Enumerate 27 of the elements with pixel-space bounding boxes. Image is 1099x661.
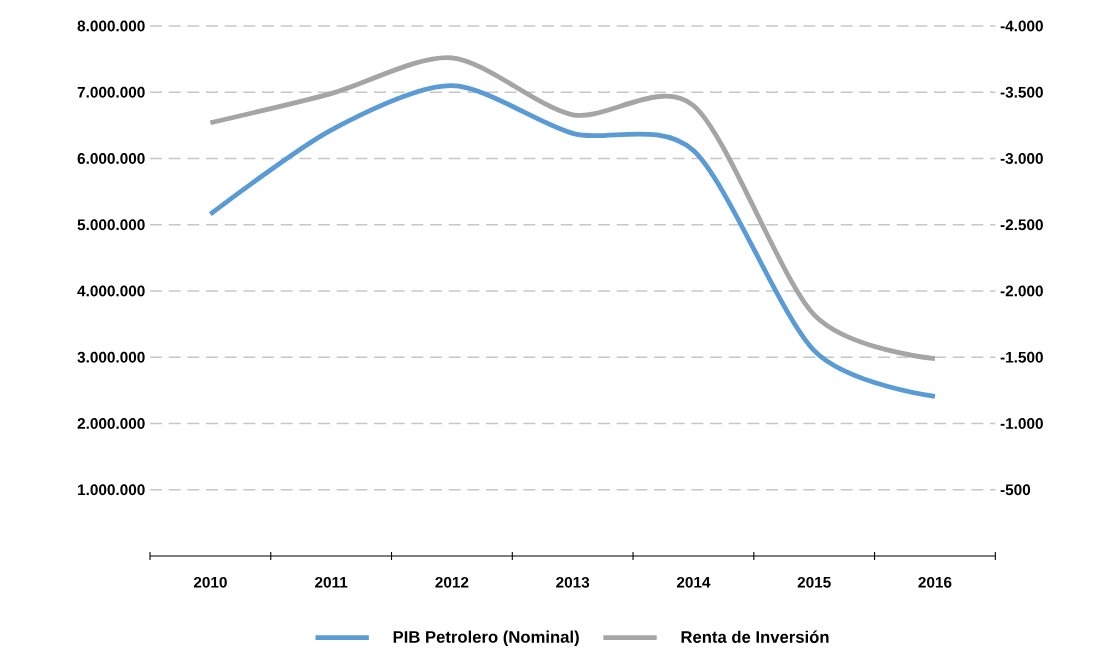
y2-tick-label: -1.000 — [1000, 418, 1043, 429]
y2-tick-label: -500 — [1000, 484, 1031, 496]
x-tick-label: 2010 — [193, 576, 227, 588]
legend-label: PIB Petrolero (Nominal) — [393, 630, 579, 647]
y2-tick-label: -4.000 — [1000, 20, 1043, 32]
x-tick-label: 2011 — [315, 576, 348, 588]
line-series — [207, 55, 938, 361]
legend-label: Renta de Inversión — [681, 630, 829, 643]
x-tick-label: 2012 — [435, 576, 469, 588]
y-tick-label: 8.000.000 — [77, 20, 145, 32]
x-tick-label: 2013 — [556, 576, 590, 588]
x-tick-label: 2015 — [797, 576, 831, 588]
y-tick-label: 2.000.000 — [77, 418, 145, 429]
y-tick-label: 7.000.000 — [77, 86, 145, 98]
y-tick-label: 4.000.000 — [77, 285, 145, 297]
x-tick-label: 2014 — [676, 576, 711, 588]
y2-tick-label: -2.000 — [1000, 285, 1043, 297]
y-tick-label: 3.000.000 — [77, 351, 145, 363]
y2-tick-label: -2.500 — [1000, 219, 1043, 231]
y2-tick-label: -1.500 — [1000, 351, 1043, 363]
line-series — [207, 83, 938, 399]
y-tick-label: 5.000.000 — [77, 219, 145, 231]
x-tick-label: 2016 — [918, 576, 952, 588]
y-tick-label: 6.000.000 — [77, 153, 145, 164]
y2-tick-label: -3.500 — [1000, 86, 1043, 98]
y2-tick-label: -3.000 — [1000, 153, 1043, 164]
y-tick-label: 1.000.000 — [78, 484, 145, 496]
